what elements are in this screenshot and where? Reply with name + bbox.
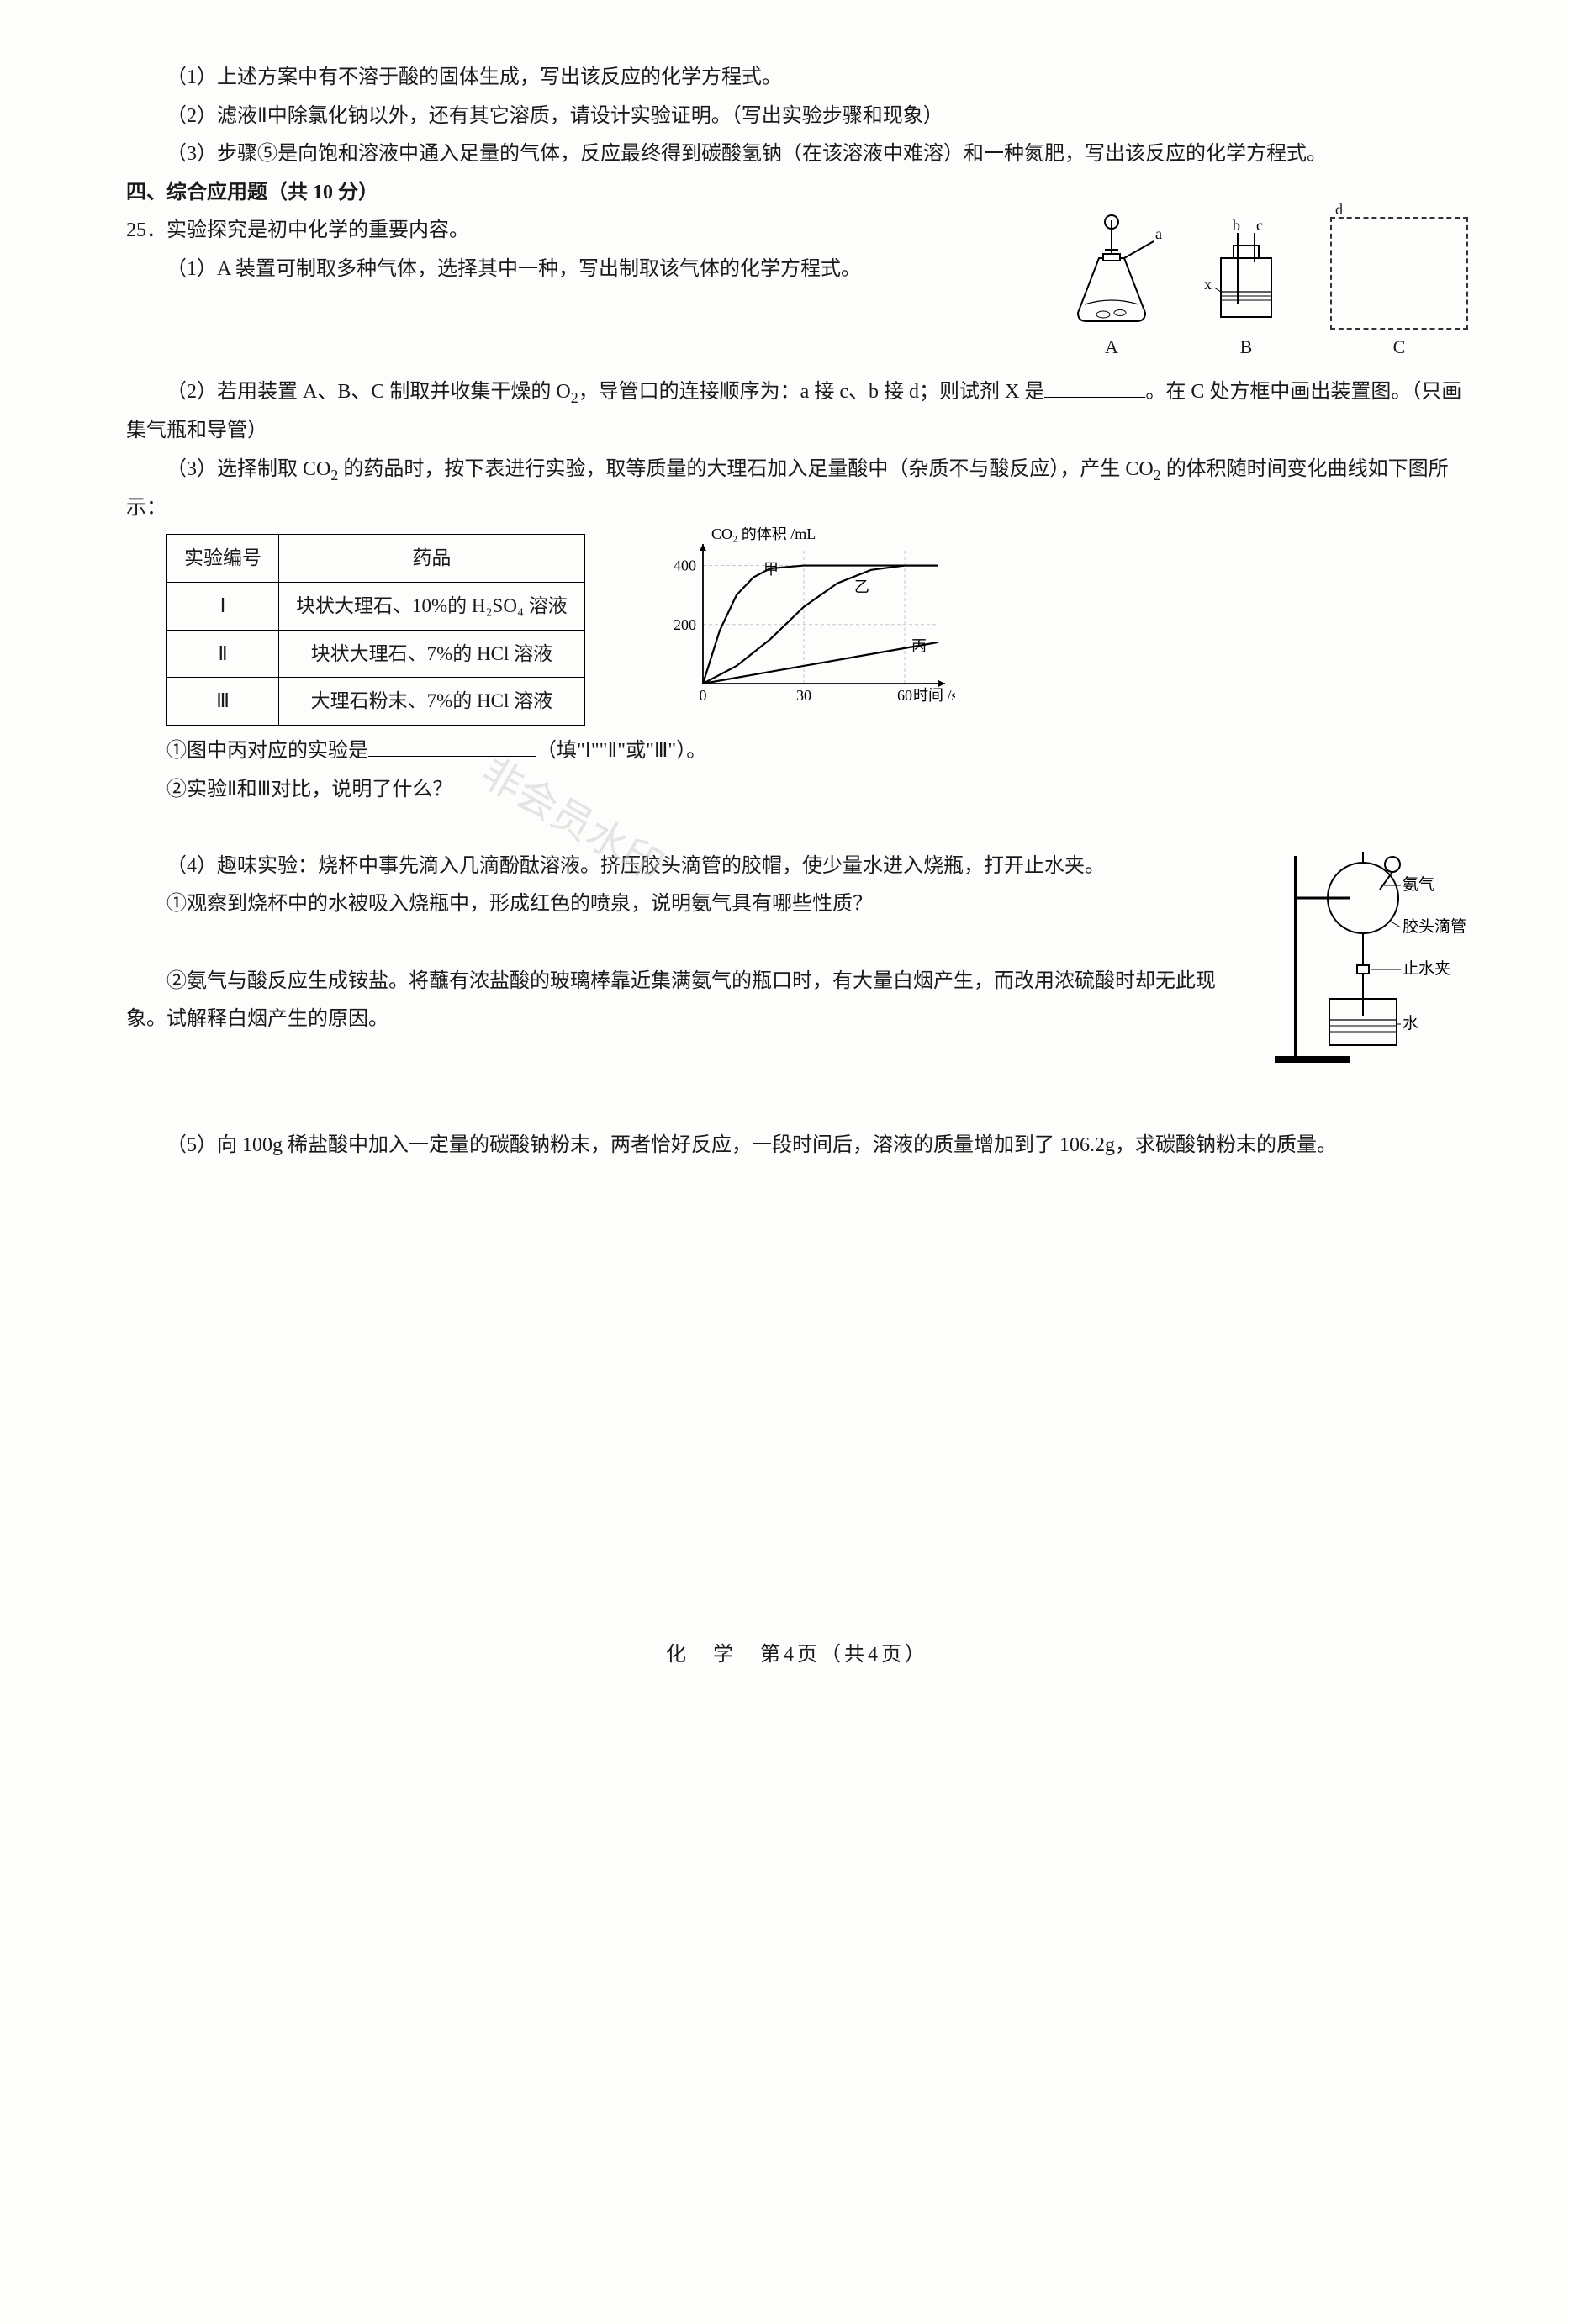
q25-3-text-a: （3）选择制取 CO [166,458,330,480]
q25-2-text-a: （2）若用装置 A、B、C 制取并收集干燥的 O [166,381,571,403]
question-3: （3）步骤⑤是向饱和溶液中通入足量的气体，反应最终得到碳酸氢钠（在该溶液中难溶）… [126,135,1468,174]
apparatus-B-label: B [1240,330,1253,365]
volume-time-chart: 0 30 60 200 400 甲乙丙 CO₂ 的体积 /mL 时间 /s [652,527,955,712]
question-25-3-sub1: ①图中丙对应的实验是 （填"Ⅰ""Ⅱ"或"Ⅲ"）。 [126,732,1468,771]
port-b-label: b [1233,217,1240,234]
question-25-3-sub2: ②实验Ⅱ和Ⅲ对比，说明了什么？ [126,771,1468,810]
q25-3-1-text-a: ①图中丙对应的实验是 [166,740,368,762]
blank-curve-bing[interactable] [368,734,536,757]
cell-I-id: Ⅰ [167,583,279,631]
cell-III-drug: 大理石粉末、7%的 HCl 溶液 [279,678,585,726]
section-4-title: 四、综合应用题（共 10 分） [126,174,1468,213]
question-25-3: （3）选择制取 CO2 的药品时，按下表进行实验，取等质量的大理石加入足量酸中（… [126,451,1468,528]
svg-text:60: 60 [897,687,912,704]
svg-text:CO₂ 的体积 /mL: CO₂ 的体积 /mL [711,527,816,542]
port-a-label: a [1155,225,1162,242]
table-row: Ⅰ 块状大理石、10%的 H₂SO₄ 溶液 [167,583,585,631]
ammonia-label: 氨气 [1403,875,1434,894]
apparatus-C: d C [1330,217,1468,365]
question-2: （2）滤液Ⅱ中除氯化钠以外，还有其它溶质，请设计实验证明。（写出实验步骤和现象） [126,98,1468,136]
apparatus-A-label: A [1105,330,1118,365]
dropper-label: 胶头滴管 [1403,917,1466,936]
svg-text:0: 0 [699,687,706,704]
svg-text:甲: 甲 [763,561,779,578]
svg-text:乙: 乙 [854,578,869,595]
page-footer: 化 学 第4页（共4页） [126,1636,1468,1675]
apparatus-C-label: C [1393,330,1406,365]
blank-reagent-x[interactable] [1044,375,1145,398]
question-1: （1）上述方案中有不溶于酸的固体生成，写出该反应的化学方程式。 [126,59,1468,98]
svg-text:时间 /s: 时间 /s [913,687,955,704]
q25-3-1-text-b: （填"Ⅰ""Ⅱ"或"Ⅲ"）。 [536,740,706,762]
table-row: Ⅲ 大理石粉末、7%的 HCl 溶液 [167,678,585,726]
svg-text:30: 30 [796,687,811,704]
apparatus-figure-row: a A b c x B [1061,212,1468,365]
cell-III-id: Ⅲ [167,678,279,726]
dashed-box-C [1330,217,1468,330]
apparatus-A: a A [1061,212,1162,365]
q25-3-text-b: 的药品时，按下表进行实验，取等质量的大理石加入足量酸中（杂质不与酸反应），产生 … [338,458,1153,480]
reagent-x-label: x [1204,276,1212,293]
ammonia-apparatus-icon: 氨气 胶头滴管 止水夹 水 [1266,848,1468,1066]
cell-I-drug: 块状大理石、10%的 H₂SO₄ 溶液 [279,583,585,631]
port-d-label: d [1335,195,1343,224]
water-label: 水 [1403,1014,1418,1033]
question-25-5: （5）向 100g 稀盐酸中加入一定量的碳酸钠粉末，两者恰好反应，一段时间后，溶… [126,1127,1468,1165]
cell-II-id: Ⅱ [167,630,279,678]
bottle-B-icon: b c x [1196,212,1297,330]
flask-A-icon: a [1061,212,1162,330]
experiment-table: 实验编号 药品 Ⅰ 块状大理石、10%的 H₂SO₄ 溶液 Ⅱ 块状大理石、7%… [166,534,585,726]
svg-text:丙: 丙 [911,638,927,655]
table-header-drug: 药品 [279,535,585,583]
table-row: Ⅱ 块状大理石、7%的 HCl 溶液 [167,630,585,678]
svg-text:200: 200 [674,616,696,633]
ammonia-apparatus-figure: 氨气 胶头滴管 止水夹 水 [1266,848,1468,1080]
port-c-label: c [1256,217,1263,234]
cell-II-drug: 块状大理石、7%的 HCl 溶液 [279,630,585,678]
svg-text:400: 400 [674,557,696,574]
q25-2-text-b: ，导管口的连接顺序为：a 接 c、b 接 d；则试剂 X 是 [578,381,1045,403]
question-25-2: （2）若用装置 A、B、C 制取并收集干燥的 O2，导管口的连接顺序为：a 接 … [126,373,1468,451]
clip-label: 止水夹 [1403,959,1450,978]
table-header-id: 实验编号 [167,535,279,583]
apparatus-B: b c x B [1196,212,1297,365]
